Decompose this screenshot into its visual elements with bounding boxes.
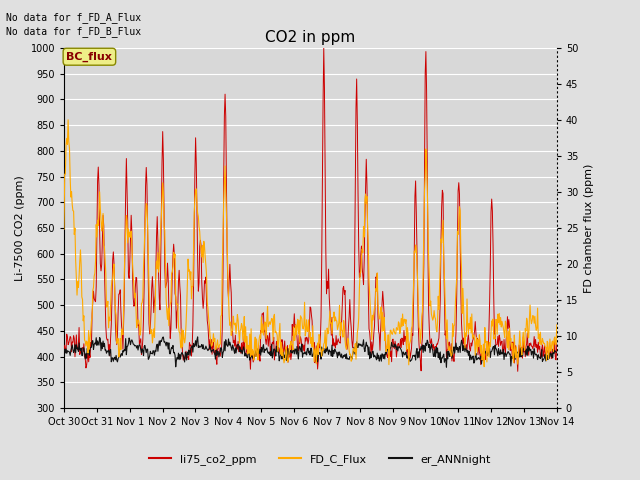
Legend: li75_co2_ppm, FD_C_Flux, er_ANNnight: li75_co2_ppm, FD_C_Flux, er_ANNnight xyxy=(145,450,495,469)
Y-axis label: Li-7500 CO2 (ppm): Li-7500 CO2 (ppm) xyxy=(15,175,25,281)
Text: BC_flux: BC_flux xyxy=(67,52,113,62)
Text: No data for f_FD_A_Flux: No data for f_FD_A_Flux xyxy=(6,12,141,23)
Text: No data for f_FD_B_Flux: No data for f_FD_B_Flux xyxy=(6,26,141,37)
Title: CO2 in ppm: CO2 in ppm xyxy=(265,30,356,46)
Y-axis label: FD chamber flux (ppm): FD chamber flux (ppm) xyxy=(584,163,594,293)
